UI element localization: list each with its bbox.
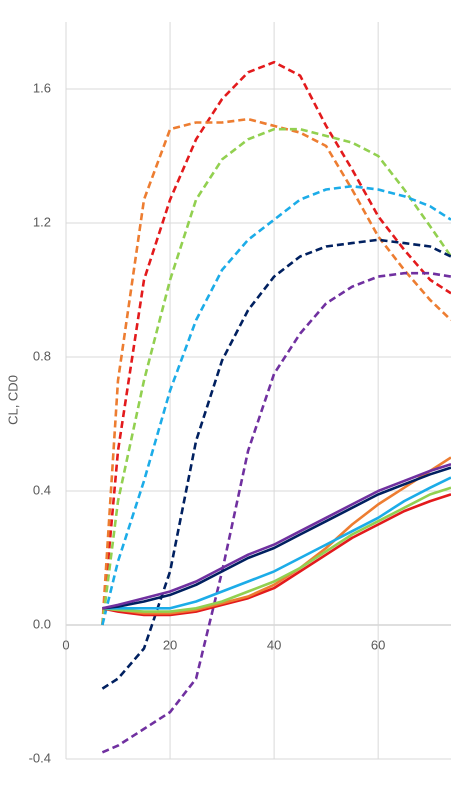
series-line (102, 476, 451, 610)
y-tick-label: 1.6 (33, 80, 51, 95)
series-line (101, 184, 451, 626)
y-tick-label: -0.4 (29, 750, 51, 765)
series-line (101, 238, 451, 690)
series-line (101, 60, 451, 626)
x-tick-label: 40 (267, 637, 281, 652)
series-line (101, 127, 451, 626)
y-tick-label: 0.8 (33, 348, 51, 363)
series-line (102, 462, 451, 610)
series-line (102, 466, 451, 610)
series-line (102, 486, 451, 613)
y-axis-label: CL, CD0 (5, 375, 20, 425)
x-tick-label: 60 (371, 637, 385, 652)
series-line (101, 271, 451, 754)
series-line (101, 117, 451, 626)
y-tick-label: 0.0 (33, 616, 51, 631)
series-line (102, 493, 451, 617)
y-tick-label: 0.4 (33, 482, 51, 497)
y-tick-label: 1.2 (33, 214, 51, 229)
x-tick-label: 0 (62, 637, 69, 652)
series-line (102, 456, 451, 615)
x-tick-label: 20 (163, 637, 177, 652)
